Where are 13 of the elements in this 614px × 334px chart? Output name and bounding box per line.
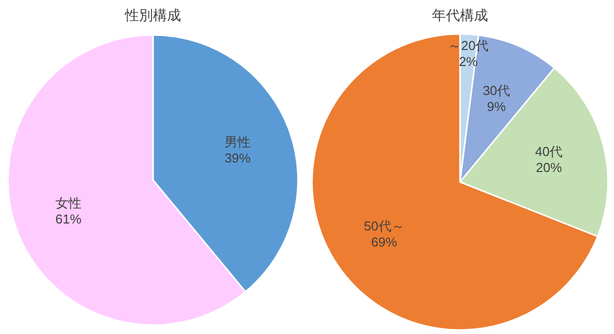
slice-label: 40代 — [535, 144, 563, 160]
slice-label: 男性 — [224, 134, 251, 150]
data-label: 20% — [536, 160, 562, 176]
chart-title: 年代構成 — [432, 7, 488, 23]
slice-label: 女性 — [55, 195, 82, 210]
slice-label: 50代～ — [364, 218, 404, 234]
data-label: 9% — [487, 98, 506, 114]
data-label: 2% — [458, 54, 478, 70]
slice-label: 30代 — [482, 82, 510, 98]
data-label: 39% — [224, 150, 252, 166]
chart-title: 性別構成 — [124, 7, 181, 23]
data-label: 69% — [371, 234, 398, 250]
data-label: 61% — [55, 211, 82, 226]
